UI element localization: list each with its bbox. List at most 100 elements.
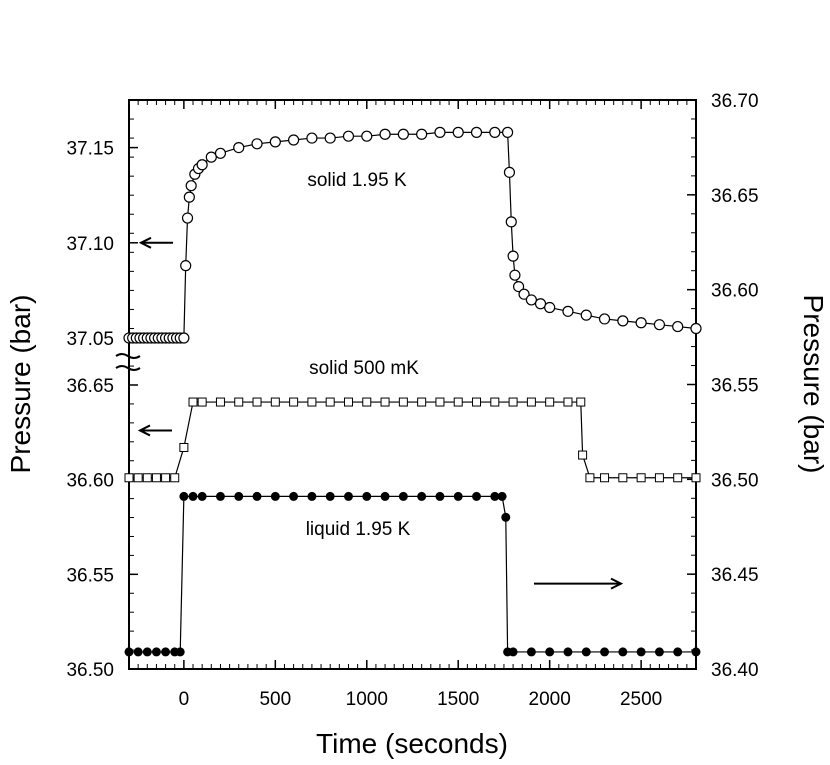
data-point: [181, 212, 194, 224]
data-point: [178, 332, 190, 344]
series-solid-1-95-k: [123, 126, 702, 344]
data-point: [205, 151, 217, 163]
arrow-right-icon: [534, 577, 624, 590]
data-point: [525, 294, 537, 306]
data-point: [690, 322, 702, 335]
data-point: [636, 647, 646, 657]
data-point: [578, 450, 588, 460]
data-point: [672, 320, 684, 333]
data-point: [585, 473, 595, 483]
arrow-left-icon: [137, 424, 172, 437]
data-point: [307, 491, 317, 501]
data-point: [362, 397, 372, 407]
data-point: [416, 128, 428, 140]
series-line: [129, 131, 697, 339]
x-tick-label: 500: [259, 689, 291, 710]
data-point: [618, 473, 628, 483]
data-point: [490, 397, 500, 407]
data-point: [161, 647, 171, 657]
data-point: [196, 159, 208, 171]
data-point: [600, 473, 610, 483]
data-point: [600, 647, 610, 657]
data-point: [534, 298, 547, 310]
left-tick-label: 37.10: [66, 234, 114, 255]
data-point: [653, 319, 666, 331]
data-point: [362, 491, 372, 501]
data-point: [179, 491, 189, 501]
left-tick-label: 36.50: [66, 660, 114, 681]
data-point: [398, 491, 408, 501]
data-point: [472, 491, 482, 501]
data-point: [618, 647, 628, 657]
data-point: [490, 491, 500, 501]
data-point: [526, 397, 536, 407]
data-point: [635, 317, 647, 329]
data-point: [179, 442, 189, 452]
data-point: [289, 397, 299, 407]
right-tick-label: 36.55: [711, 376, 759, 397]
data-point: [324, 132, 336, 144]
right-tick-label: 36.65: [711, 186, 759, 207]
annotation-liquid-1-95k: liquid 1.95 K: [306, 519, 411, 540]
data-point: [251, 138, 263, 150]
right-tick-label: 36.70: [711, 91, 759, 112]
data-point: [544, 301, 556, 314]
data-point: [215, 491, 225, 501]
data-point: [325, 491, 335, 501]
x-tick-label: 1500: [437, 689, 479, 710]
data-point: [508, 397, 518, 407]
data-point: [307, 397, 317, 407]
data-point: [270, 397, 280, 407]
data-point: [417, 491, 427, 501]
series-layer: [123, 126, 702, 657]
data-point: [234, 491, 244, 501]
x-axis-title: Time (seconds): [316, 728, 508, 759]
y-axis-title-right: Pressure (bar): [798, 295, 829, 474]
data-point: [343, 491, 353, 501]
left-tick-label: 37.05: [66, 329, 114, 350]
series-line: [129, 495, 696, 653]
data-point: [175, 647, 185, 657]
data-point: [526, 647, 536, 657]
data-point: [188, 397, 198, 407]
data-point: [435, 397, 445, 407]
data-point: [452, 126, 464, 138]
right-tick-label: 36.45: [711, 565, 759, 586]
data-point: [636, 473, 646, 483]
annotation-solid-1-95k: solid 1.95 K: [307, 170, 407, 191]
data-point: [379, 128, 391, 140]
data-point: [654, 473, 664, 483]
x-tick-label: 0: [179, 689, 190, 710]
data-point: [453, 491, 463, 501]
data-point: [497, 491, 507, 501]
data-point: [133, 647, 143, 657]
data-point: [180, 260, 192, 272]
right-tick-label: 36.50: [711, 470, 759, 491]
data-point: [545, 647, 555, 657]
series-liquid-1-95-k: [124, 491, 701, 657]
data-point: [124, 473, 134, 483]
data-point: [214, 147, 227, 159]
right-tick-label: 36.40: [711, 660, 759, 681]
data-point: [233, 142, 245, 154]
data-point: [617, 315, 629, 327]
data-point: [576, 397, 586, 407]
data-point: [518, 288, 530, 300]
data-point: [197, 397, 207, 407]
data-point: [654, 647, 664, 657]
data-point: [124, 647, 134, 657]
data-point: [183, 191, 195, 203]
data-point: [151, 647, 161, 657]
data-point: [234, 397, 244, 407]
data-point: [512, 280, 525, 293]
data-point: [673, 647, 683, 657]
data-point: [489, 126, 501, 138]
data-point: [289, 491, 299, 501]
data-point: [142, 647, 152, 657]
data-point: [185, 180, 197, 192]
data-point: [188, 491, 198, 501]
data-point: [501, 512, 511, 522]
data-point: [380, 491, 390, 501]
data-point: [472, 397, 482, 407]
